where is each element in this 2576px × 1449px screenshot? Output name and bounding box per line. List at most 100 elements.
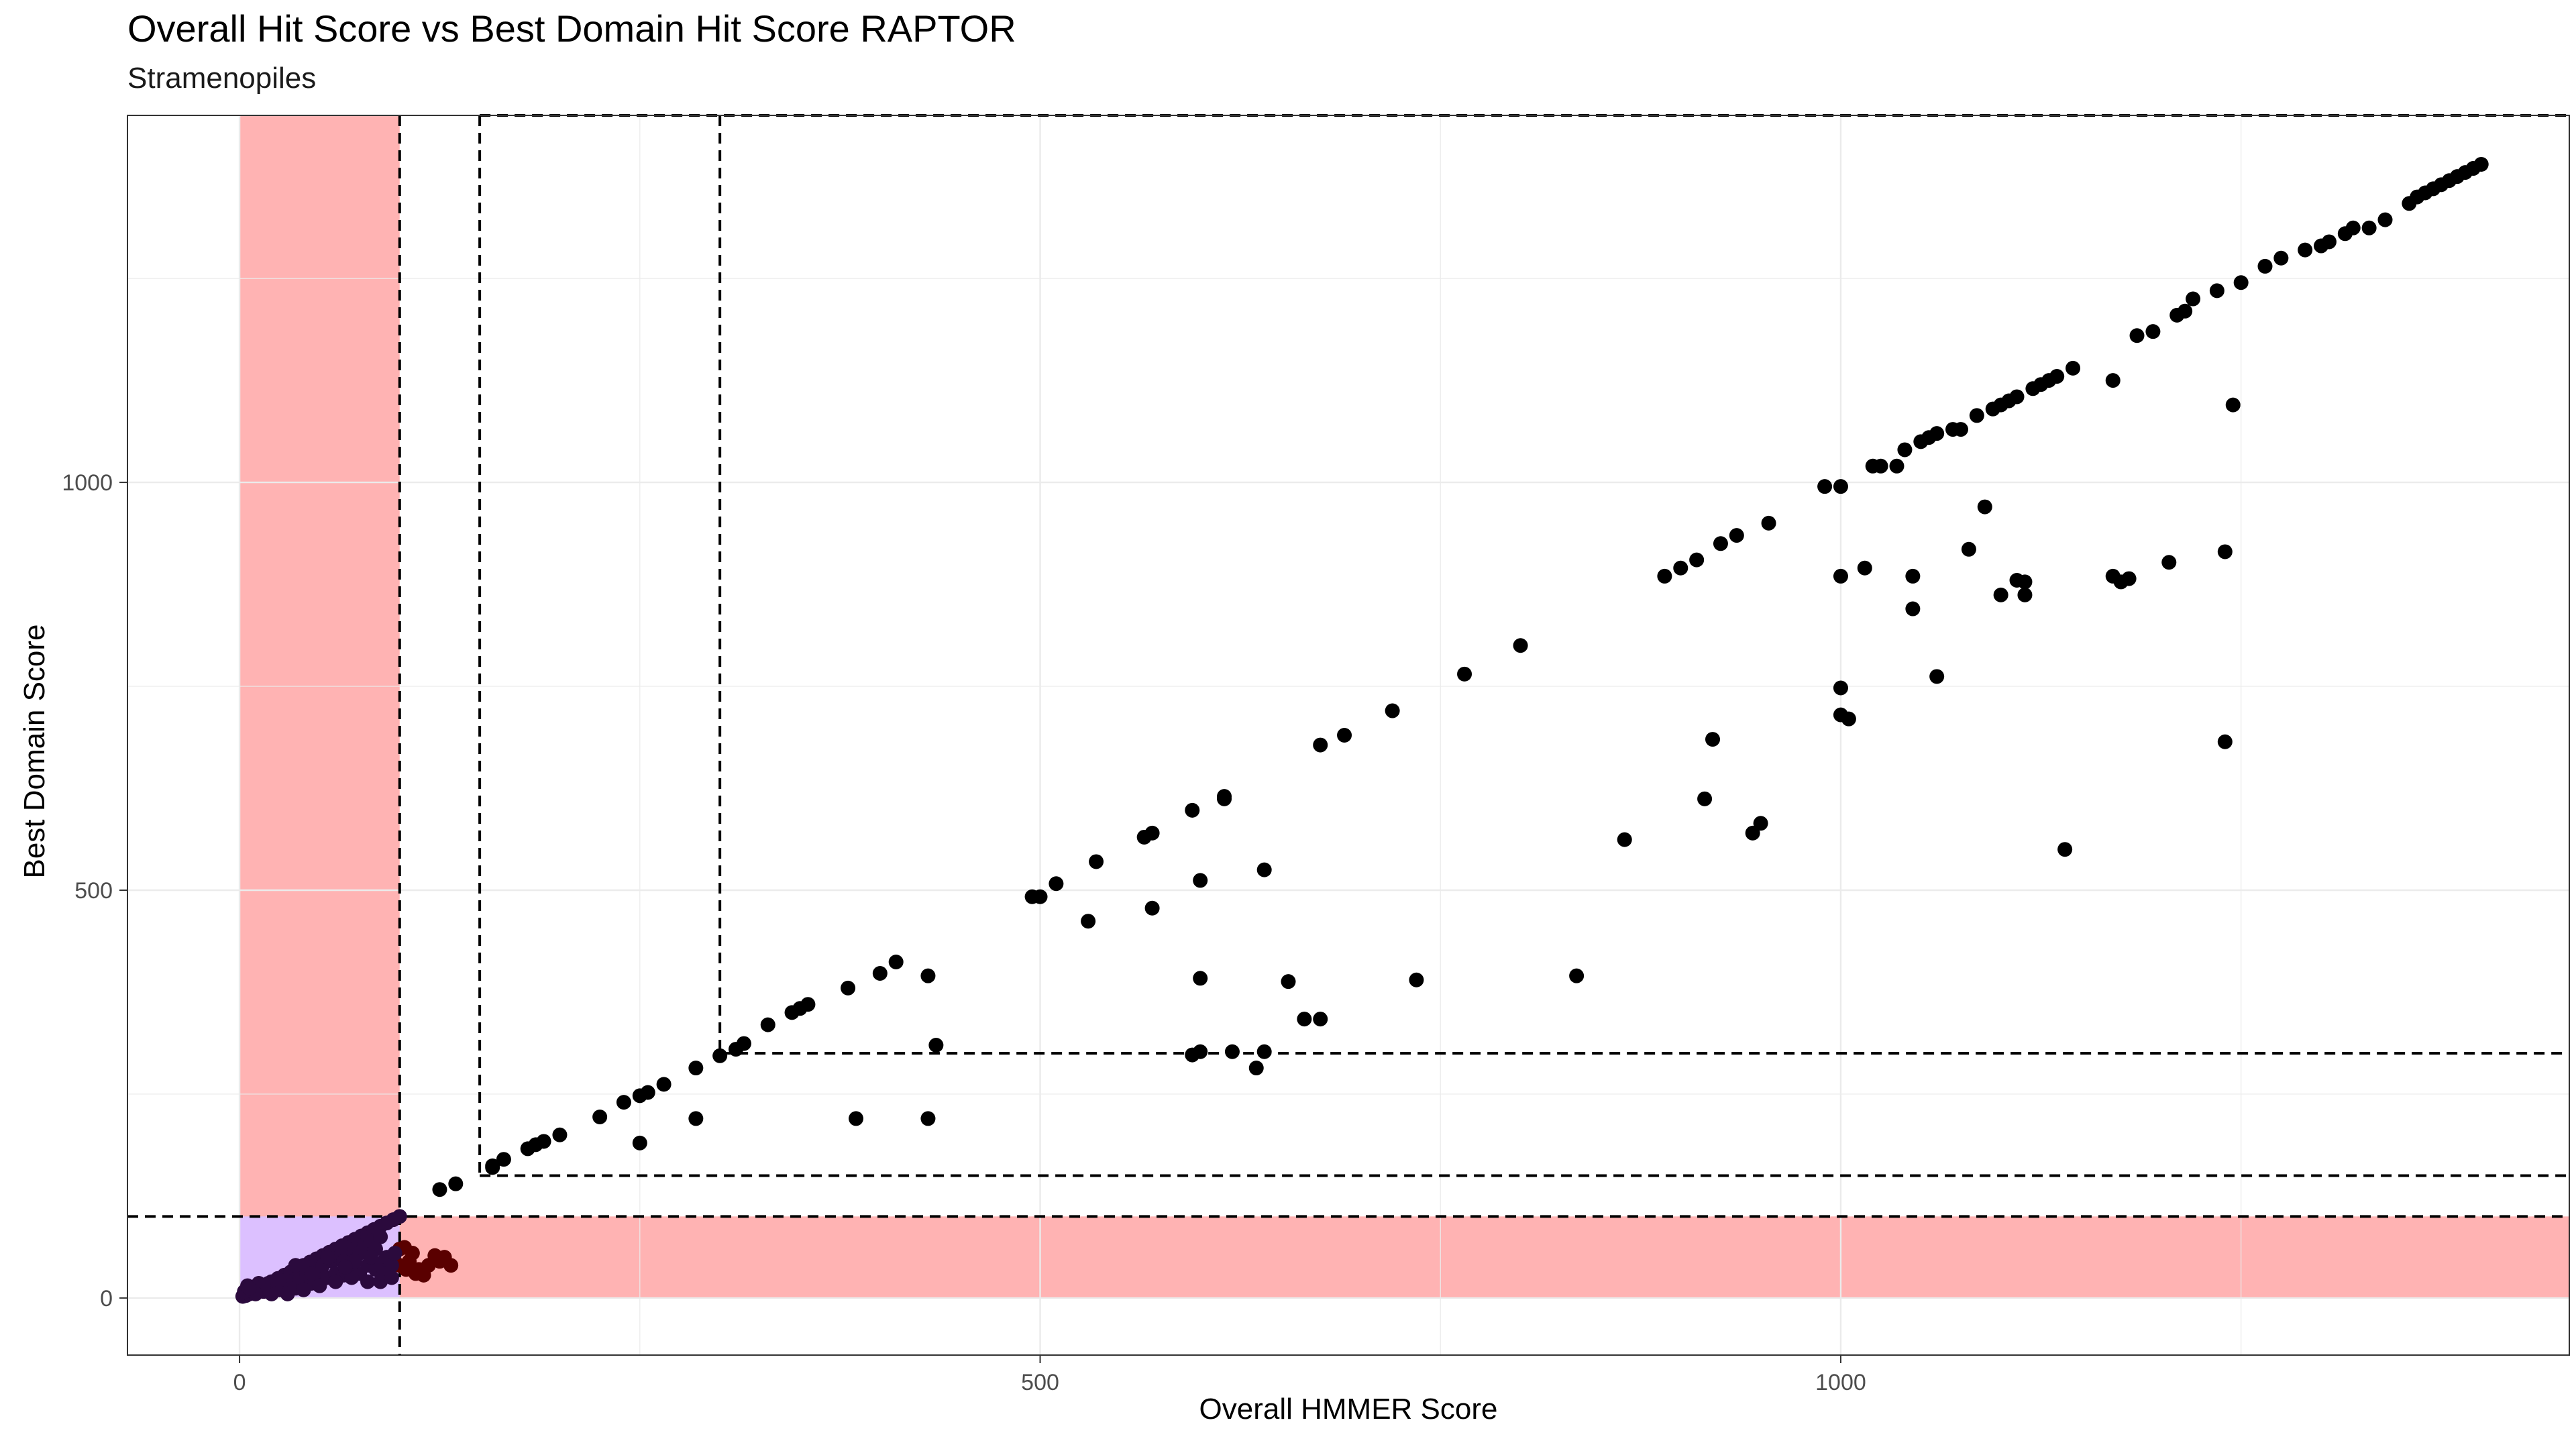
- shaded-region-0: [239, 115, 400, 1298]
- data-point: [1313, 1012, 1328, 1027]
- data-point: [1081, 914, 1096, 929]
- axis-ticks: 0 500 1000 0 500 1000: [62, 470, 1866, 1395]
- data-point: [640, 1085, 655, 1100]
- data-point: [688, 1111, 704, 1126]
- y-tick-label: 500: [74, 878, 113, 904]
- chart-title: Overall Hit Score vs Best Domain Hit Sco…: [127, 7, 1016, 50]
- data-point: [1905, 568, 1921, 584]
- data-point: [1256, 862, 1272, 877]
- data-point: [1705, 732, 1721, 747]
- data-point: [2186, 291, 2201, 307]
- data-point: [1897, 442, 1913, 458]
- data-point: [928, 1038, 944, 1053]
- x-axis-label: Overall HMMER Score: [1199, 1393, 1498, 1426]
- y-axis-label: Best Domain Score: [18, 624, 51, 879]
- data-point: [1193, 1044, 1208, 1059]
- data-point: [1297, 1012, 1312, 1027]
- data-point: [312, 1278, 327, 1293]
- data-point: [296, 1282, 311, 1297]
- data-point: [344, 1270, 360, 1285]
- data-point: [2129, 328, 2145, 343]
- data-point: [1281, 974, 1296, 989]
- x-tick-label: 500: [1021, 1370, 1059, 1395]
- data-point: [272, 1273, 287, 1288]
- data-point: [373, 1229, 388, 1244]
- data-point: [2257, 258, 2273, 274]
- data-point: [2121, 571, 2137, 586]
- data-point: [1841, 711, 1856, 727]
- data-point: [1761, 515, 1776, 531]
- data-point: [448, 1176, 464, 1191]
- data-point: [1144, 900, 1160, 916]
- y-tick-label: 0: [100, 1286, 113, 1311]
- data-point: [2273, 250, 2289, 266]
- data-point: [1729, 528, 1744, 543]
- data-point: [443, 1258, 459, 1273]
- data-point: [2017, 574, 2033, 590]
- data-point: [2161, 555, 2177, 570]
- data-point: [1889, 458, 1904, 474]
- data-point: [1224, 1044, 1240, 1059]
- data-point: [1993, 587, 2008, 602]
- data-point: [1953, 422, 1968, 437]
- data-point: [288, 1258, 303, 1273]
- data-point: [2217, 734, 2233, 749]
- data-point: [432, 1182, 447, 1197]
- data-point: [373, 1274, 388, 1289]
- data-point: [1745, 825, 1760, 841]
- y-tick-label: 1000: [62, 470, 113, 496]
- data-point: [405, 1246, 420, 1261]
- data-point: [736, 1036, 751, 1051]
- data-point: [1689, 552, 1705, 568]
- data-point: [241, 1281, 257, 1296]
- data-point: [1049, 876, 1064, 892]
- data-point: [632, 1135, 647, 1150]
- x-tick-label: 1000: [1815, 1370, 1866, 1395]
- threshold-lines: [127, 114, 2569, 1355]
- data-point: [363, 1250, 378, 1265]
- data-point: [1657, 568, 1672, 584]
- data-point: [304, 1266, 319, 1281]
- data-point: [1569, 968, 1585, 983]
- data-point: [712, 1048, 728, 1063]
- data-point: [1697, 791, 1713, 806]
- data-point: [1833, 479, 1848, 494]
- data-point: [398, 1262, 414, 1277]
- data-point: [387, 1246, 402, 1261]
- data-point: [2049, 369, 2065, 384]
- data-point: [1217, 791, 1232, 806]
- data-point: [2225, 397, 2241, 413]
- data-point: [920, 1111, 936, 1126]
- data-point: [536, 1134, 551, 1149]
- data-point: [2345, 220, 2361, 235]
- data-point: [360, 1274, 376, 1289]
- data-point: [1929, 669, 1945, 684]
- data-point: [1457, 666, 1472, 682]
- data-point: [1713, 536, 1728, 551]
- data-point: [1817, 479, 1833, 494]
- x-tick-label: 0: [233, 1370, 246, 1395]
- panel-border: [127, 115, 2570, 1356]
- data-point: [1833, 680, 1848, 696]
- data-point: [2057, 842, 2073, 857]
- data-point: [1961, 541, 1976, 557]
- data-point: [2473, 156, 2489, 172]
- data-point: [688, 1061, 704, 1076]
- data-point: [1617, 832, 1632, 847]
- data-point: [1673, 560, 1688, 576]
- data-point: [1385, 703, 1400, 718]
- data-point: [2178, 303, 2193, 319]
- data-point: [2065, 360, 2081, 376]
- data-point: [320, 1250, 335, 1265]
- data-point: [849, 1111, 864, 1126]
- data-point: [1193, 873, 1208, 888]
- data-point: [1857, 560, 1872, 576]
- data-point: [2017, 587, 2033, 602]
- data-point: [1248, 1061, 1264, 1076]
- data-point: [888, 954, 904, 969]
- data-point: [337, 1259, 353, 1275]
- data-point: [1409, 972, 1424, 987]
- data-point: [1873, 458, 1888, 474]
- data-point: [2321, 234, 2337, 250]
